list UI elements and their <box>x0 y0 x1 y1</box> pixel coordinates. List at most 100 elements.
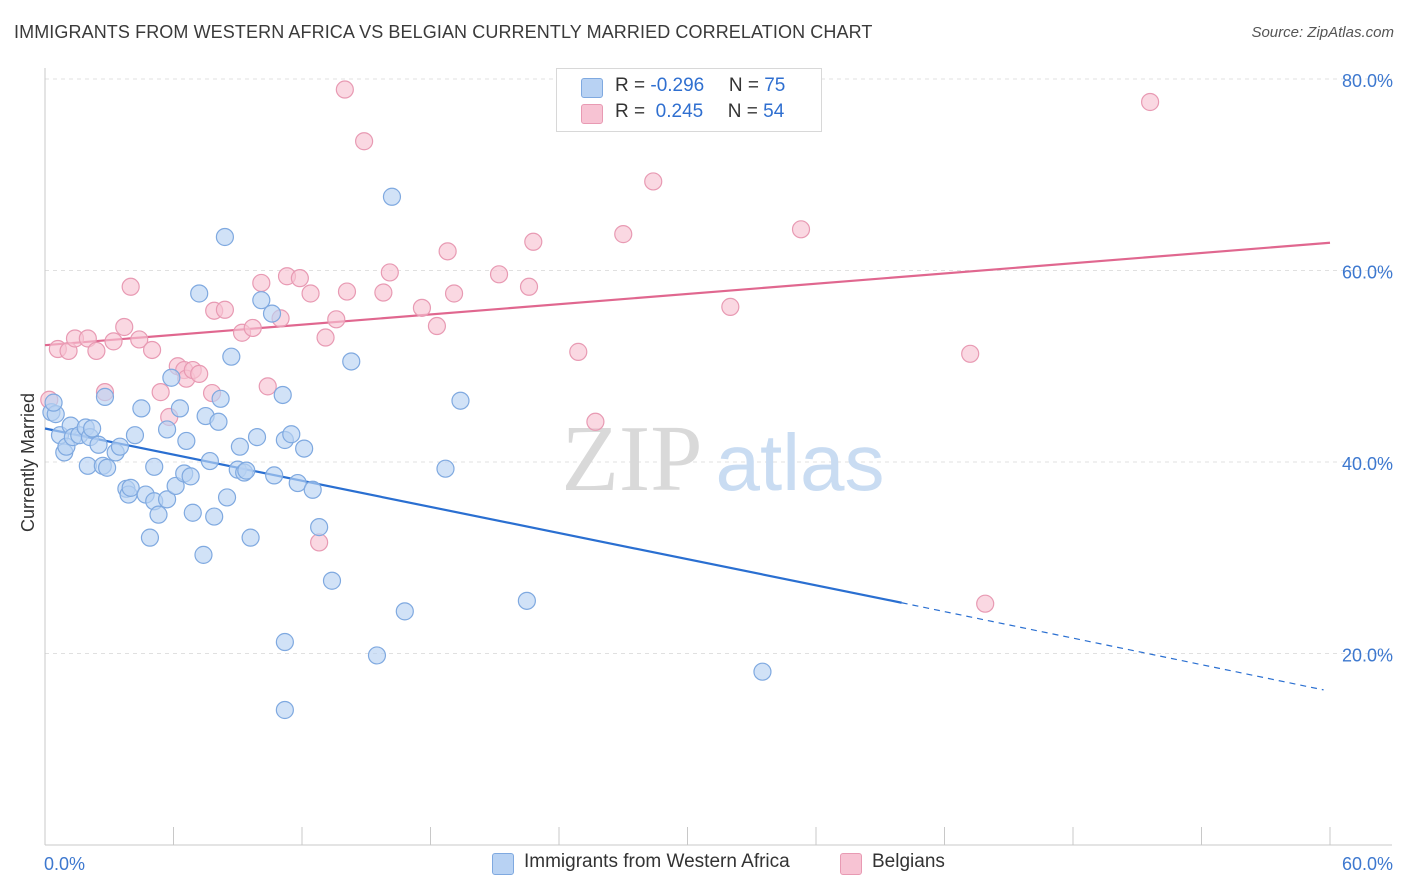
point-western-africa <box>230 437 249 456</box>
y-tick-label: 40.0% <box>1342 454 1393 474</box>
point-western-africa <box>149 505 168 524</box>
point-belgians <box>142 340 162 360</box>
point-western-africa <box>166 476 185 496</box>
point-western-africa <box>275 700 294 720</box>
point-belgians <box>316 328 335 347</box>
point-belgians <box>87 341 106 361</box>
point-belgians <box>337 282 357 301</box>
point-belgians <box>586 412 605 431</box>
point-western-africa <box>211 389 230 408</box>
axes <box>44 68 1392 846</box>
data-points <box>40 80 1160 720</box>
point-belgians <box>151 383 170 402</box>
watermark-zip: ZIP <box>562 407 703 511</box>
y-axis-label: Currently Married <box>18 392 38 532</box>
point-western-africa <box>215 227 234 247</box>
x-tick-label: 60.0% <box>1342 854 1393 874</box>
point-western-africa <box>200 451 220 471</box>
legend-r-label: R = <box>615 101 651 122</box>
point-western-africa <box>183 503 202 522</box>
point-western-africa <box>382 187 402 206</box>
point-western-africa <box>44 393 63 412</box>
point-belgians <box>252 273 271 293</box>
point-belgians <box>355 132 374 151</box>
point-western-africa <box>295 439 314 458</box>
point-western-africa <box>140 528 160 547</box>
point-western-africa <box>237 461 256 480</box>
point-western-africa <box>132 399 151 418</box>
point-belgians <box>78 329 97 348</box>
legend-n-value: 54 <box>763 101 785 122</box>
point-belgians <box>374 283 393 302</box>
trend-line-western-africa <box>44 427 902 604</box>
point-western-africa <box>157 490 177 509</box>
point-belgians <box>130 330 149 349</box>
point-western-africa <box>275 632 294 652</box>
point-western-africa <box>436 459 455 478</box>
legend-series-label: Belgians <box>872 851 945 872</box>
point-belgians <box>335 80 354 99</box>
blue-swatch-icon <box>581 78 603 98</box>
point-western-africa <box>517 591 536 610</box>
point-western-africa <box>157 420 177 439</box>
point-western-africa <box>194 545 213 564</box>
legend-r-value: -0.296 <box>650 75 705 96</box>
point-belgians <box>258 377 277 396</box>
point-western-africa <box>241 528 260 547</box>
trend-line-western-africa-extension <box>901 602 1324 691</box>
y-tick-label: 20.0% <box>1342 646 1393 666</box>
point-belgians <box>976 594 995 613</box>
pink-swatch-icon <box>840 853 862 875</box>
point-belgians <box>327 310 346 329</box>
point-western-africa <box>110 437 130 456</box>
point-western-africa <box>145 457 164 476</box>
point-belgians <box>215 300 234 319</box>
correlation-legend: R = -0.296 N = 75 R = 0.245 N = 54 <box>556 68 822 132</box>
legend-n-label: N = <box>728 75 765 96</box>
point-western-africa <box>121 478 140 497</box>
source-credit: Source: ZipAtlas.com <box>1251 24 1394 41</box>
point-western-africa <box>303 480 322 499</box>
point-belgians <box>115 317 134 337</box>
point-western-africa <box>342 352 361 371</box>
point-western-africa <box>125 426 145 445</box>
x-tick-label: 0.0% <box>44 854 85 874</box>
point-belgians <box>427 316 447 336</box>
point-belgians <box>301 284 320 303</box>
point-belgians <box>524 232 543 251</box>
point-western-africa <box>288 473 307 493</box>
point-belgians <box>519 277 539 296</box>
point-western-africa <box>181 467 200 486</box>
legend-r-label: R = <box>615 75 651 96</box>
point-western-africa <box>252 291 271 310</box>
point-western-africa <box>162 368 181 387</box>
point-belgians <box>791 220 811 239</box>
point-belgians <box>444 284 464 303</box>
point-belgians <box>380 263 399 282</box>
point-western-africa <box>190 284 209 303</box>
blue-swatch-icon <box>492 853 514 875</box>
point-western-africa <box>205 507 224 526</box>
point-western-africa <box>322 571 342 590</box>
point-western-africa <box>262 304 282 323</box>
point-western-africa <box>367 646 387 665</box>
point-western-africa <box>170 399 190 418</box>
point-western-africa <box>89 435 108 454</box>
point-western-africa <box>98 458 117 477</box>
grid-lines <box>45 78 1392 654</box>
point-western-africa <box>222 347 241 366</box>
point-western-africa <box>83 419 102 438</box>
point-belgians <box>190 364 209 384</box>
point-belgians <box>1140 92 1160 112</box>
point-belgians <box>104 332 123 351</box>
point-western-africa <box>177 431 196 451</box>
point-belgians <box>290 269 309 288</box>
point-belgians <box>121 277 140 296</box>
point-belgians <box>721 297 740 316</box>
point-western-africa <box>310 518 329 537</box>
legend-series-label: Immigrants from Western Africa <box>524 851 790 872</box>
point-western-africa <box>273 385 292 405</box>
point-western-africa <box>451 391 470 410</box>
point-belgians <box>489 265 509 284</box>
